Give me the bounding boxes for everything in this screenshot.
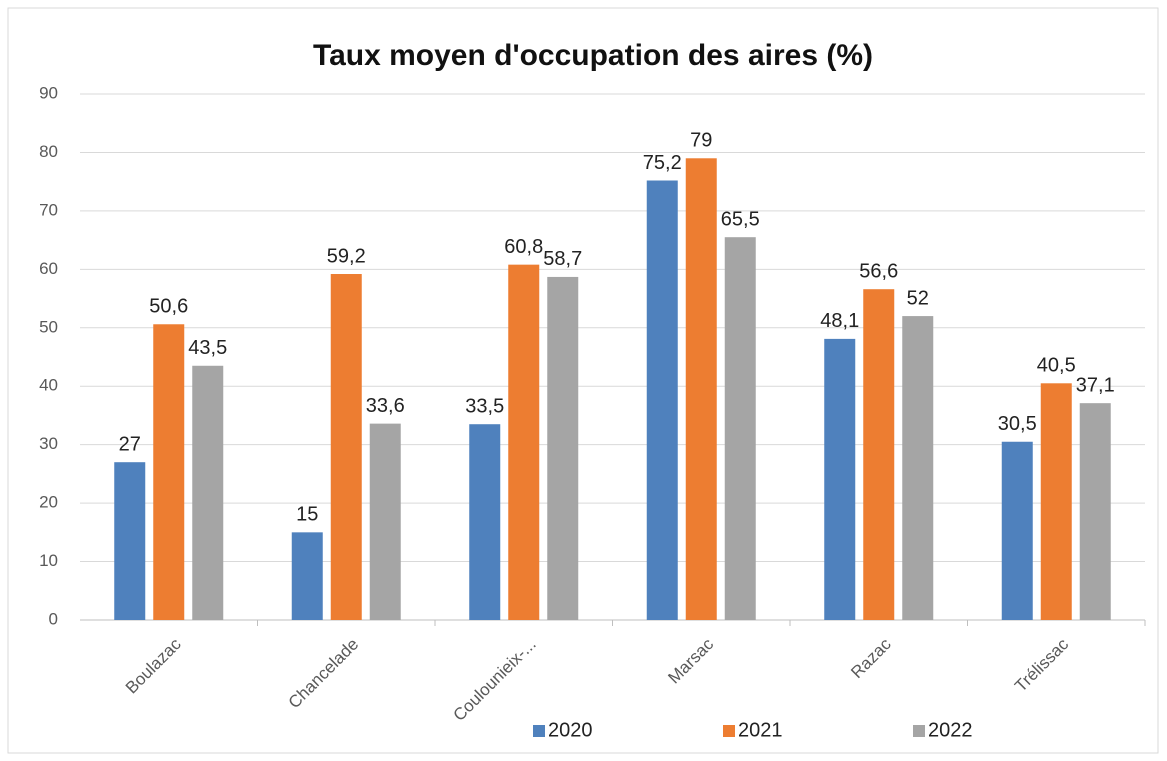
legend-label: 2021	[738, 719, 783, 741]
value-label: 56,6	[859, 260, 898, 282]
bar	[369, 423, 401, 620]
bar	[724, 237, 756, 620]
y-tick-label: 30	[39, 434, 58, 453]
bar	[291, 532, 323, 620]
bar	[863, 289, 895, 620]
value-label: 79	[690, 130, 712, 152]
legend-label: 2022	[928, 719, 973, 741]
value-label: 48,1	[820, 310, 859, 332]
value-label: 52	[907, 287, 929, 309]
value-label: 37,1	[1076, 374, 1115, 396]
legend-swatch	[913, 725, 925, 737]
bar	[1040, 383, 1072, 620]
value-label: 15	[296, 504, 318, 526]
bar	[646, 180, 678, 620]
y-tick-label: 0	[49, 609, 58, 628]
value-label: 43,5	[188, 337, 227, 359]
value-label: 50,6	[149, 296, 188, 318]
value-label: 59,2	[327, 245, 366, 267]
value-label: 33,5	[465, 395, 504, 417]
y-tick-label: 70	[39, 200, 58, 219]
y-tick-label: 60	[39, 259, 58, 278]
value-label: 30,5	[998, 413, 1037, 435]
bar	[114, 462, 146, 620]
y-tick-label: 90	[39, 83, 58, 102]
legend-swatch	[723, 725, 735, 737]
bar	[469, 424, 501, 620]
value-label: 60,8	[504, 236, 543, 258]
y-tick-label: 10	[39, 551, 58, 570]
bar	[824, 338, 856, 620]
value-label: 65,5	[721, 208, 760, 230]
y-tick-label: 50	[39, 317, 58, 336]
legend-label: 2020	[548, 719, 593, 741]
bar	[153, 324, 185, 620]
bar	[192, 365, 224, 620]
bar	[508, 264, 540, 620]
bar	[1001, 441, 1033, 620]
bar	[1079, 403, 1111, 620]
bar	[902, 316, 934, 620]
bar	[685, 158, 717, 621]
bar	[330, 274, 362, 620]
value-label: 75,2	[643, 152, 682, 174]
y-tick-label: 80	[39, 142, 58, 161]
legend-swatch	[533, 725, 545, 737]
value-label: 58,7	[543, 248, 582, 270]
value-label: 27	[119, 433, 141, 455]
value-label: 40,5	[1037, 355, 1076, 377]
y-tick-label: 20	[39, 493, 58, 512]
value-label: 33,6	[366, 395, 405, 417]
y-tick-label: 40	[39, 376, 58, 395]
chart-title: Taux moyen d'occupation des aires (%)	[313, 39, 873, 72]
bar	[547, 276, 579, 620]
